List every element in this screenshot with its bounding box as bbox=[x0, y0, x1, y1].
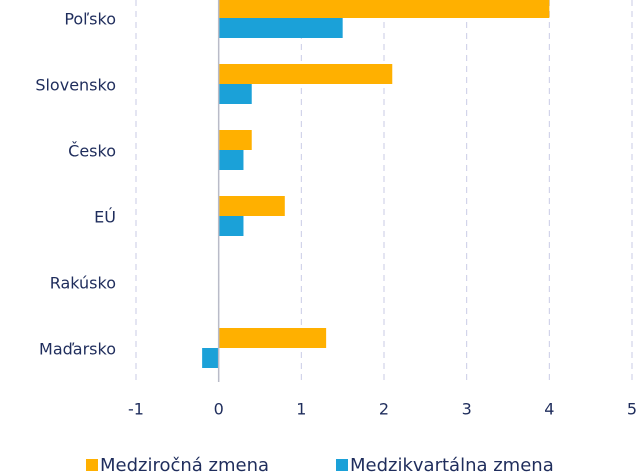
bar bbox=[218, 150, 244, 170]
bar bbox=[218, 18, 343, 38]
x-tick-label: 0 bbox=[214, 400, 224, 419]
bar bbox=[202, 348, 219, 368]
bar bbox=[218, 84, 252, 104]
x-tick-label: 4 bbox=[544, 400, 554, 419]
bar bbox=[218, 0, 550, 18]
bar bbox=[218, 130, 252, 150]
y-tick-label: Maďarsko bbox=[39, 340, 116, 359]
y-tick-label: Slovensko bbox=[35, 76, 116, 95]
y-tick-label: Česko bbox=[68, 142, 116, 161]
bar bbox=[218, 196, 285, 216]
x-tick-label: -1 bbox=[128, 400, 144, 419]
legend-label: Medziročná zmena bbox=[100, 455, 269, 474]
x-tick-label: 3 bbox=[462, 400, 472, 419]
bar bbox=[218, 328, 327, 348]
y-tick-label: Poľsko bbox=[64, 10, 116, 29]
x-tick-label: 2 bbox=[379, 400, 389, 419]
x-tick-label: 1 bbox=[296, 400, 306, 419]
legend-swatch bbox=[86, 459, 98, 471]
bar bbox=[218, 216, 244, 236]
y-tick-label: EÚ bbox=[94, 208, 116, 227]
bar bbox=[218, 64, 393, 84]
y-tick-label: Rakúsko bbox=[50, 274, 116, 293]
x-tick-label: 5 bbox=[627, 400, 637, 419]
legend-swatch bbox=[336, 459, 348, 471]
legend-label: Medzikvartálna zmena bbox=[350, 455, 554, 474]
